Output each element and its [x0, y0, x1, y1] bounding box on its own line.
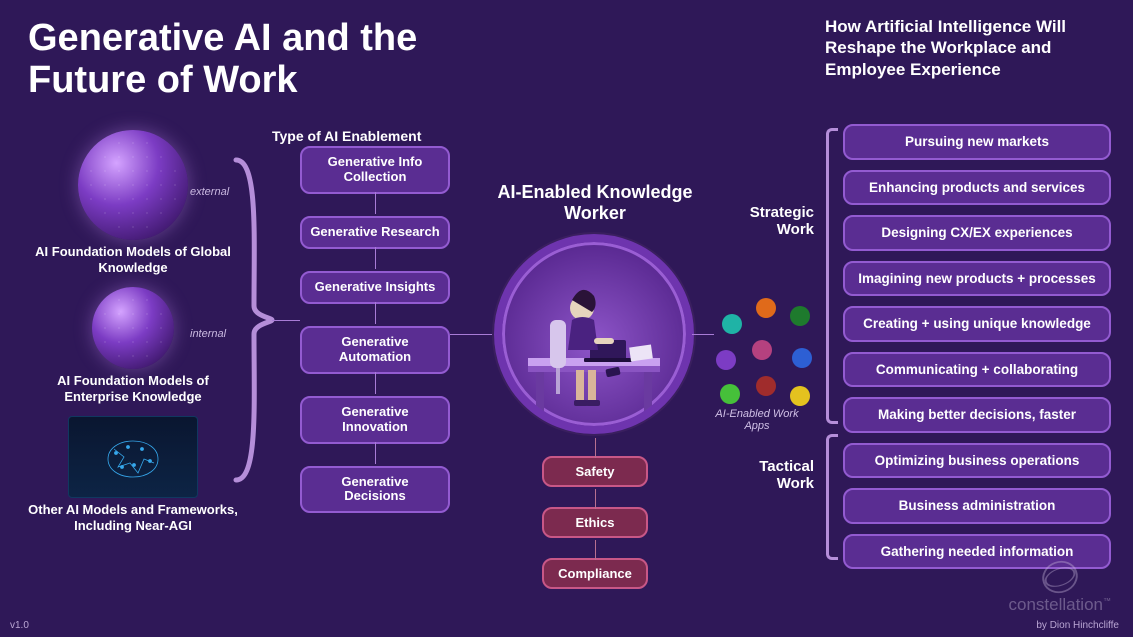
logo-text: constellation — [1008, 595, 1103, 614]
outcome-pill: Optimizing business operations — [843, 443, 1111, 479]
outcomes-column: Pursuing new markets Enhancing products a… — [843, 124, 1111, 579]
internal-label: internal — [190, 328, 226, 340]
connector-line — [450, 334, 498, 335]
enablement-pill: Generative Innovation — [300, 396, 450, 444]
app-dot-icon — [756, 298, 776, 318]
tactical-bracket-icon — [826, 434, 838, 560]
source-caption: Other AI Models and Frameworks, Includin… — [28, 502, 238, 533]
credit-label: by Dion Hinchcliffe — [1036, 620, 1119, 631]
knowledge-worker-title: AI-Enabled Knowledge Worker — [470, 182, 720, 223]
connector-line — [272, 320, 300, 321]
globe-sphere-icon — [78, 130, 188, 240]
holo-brain-icon — [68, 416, 198, 498]
source-caption: AI Foundation Models of Global Knowledge — [28, 244, 238, 275]
app-dot-icon — [790, 306, 810, 326]
page-subtitle: How Artificial Intelligence Will Reshape… — [825, 16, 1105, 80]
constellation-logo: constellation™ — [1008, 561, 1111, 615]
source-enterprise: AI Foundation Models of Enterprise Knowl… — [28, 287, 238, 404]
external-label: external — [190, 186, 229, 198]
strategic-bracket-icon — [826, 128, 838, 424]
enablement-pill: Generative Research — [300, 216, 450, 249]
app-dot-icon — [720, 384, 740, 404]
tactical-label: Tactical Work — [734, 458, 814, 492]
outcome-pill: Designing CX/EX experiences — [843, 215, 1111, 251]
enablement-pill: Generative Info Collection — [300, 146, 450, 194]
governance-pill: Ethics — [542, 507, 648, 538]
outcome-pill: Enhancing products and services — [843, 170, 1111, 206]
sources-brace-icon — [232, 156, 276, 484]
source-global: AI Foundation Models of Global Knowledge — [28, 130, 238, 275]
crystal-sphere-icon — [92, 287, 174, 369]
outcome-pill: Creating + using unique knowledge — [843, 306, 1111, 342]
strategic-label: Strategic Work — [734, 204, 814, 238]
page-title: Generative AI and the Future of Work — [28, 18, 508, 102]
version-label: v1.0 — [10, 620, 29, 631]
enablement-pill: Generative Insights — [300, 271, 450, 304]
governance-column: Safety Ethics Compliance — [542, 456, 648, 609]
enablement-column: Generative Info Collection Generative Res… — [300, 124, 450, 513]
app-dot-icon — [792, 348, 812, 368]
app-dot-icon — [722, 314, 742, 334]
outcome-pill: Communicating + collaborating — [843, 352, 1111, 388]
enablement-pill: Generative Decisions — [300, 466, 450, 514]
outcome-pill: Imagining new products + processes — [843, 261, 1111, 297]
enablement-pill: Generative Automation — [300, 326, 450, 374]
governance-pill: Compliance — [542, 558, 648, 589]
governance-pill: Safety — [542, 456, 648, 487]
knowledge-worker-illustration — [494, 234, 694, 434]
work-apps-cluster — [708, 296, 818, 416]
app-dot-icon — [756, 376, 776, 396]
app-dot-icon — [790, 386, 810, 406]
source-other: Other AI Models and Frameworks, Includin… — [28, 416, 238, 533]
outcome-pill: Business administration — [843, 488, 1111, 524]
outcome-pill: Making better decisions, faster — [843, 397, 1111, 433]
app-dot-icon — [716, 350, 736, 370]
outcome-pill: Pursuing new markets — [843, 124, 1111, 160]
source-caption: AI Foundation Models of Enterprise Knowl… — [28, 373, 238, 404]
logo-ring-icon — [1042, 563, 1078, 590]
work-apps-label: AI-Enabled Work Apps — [712, 408, 802, 432]
app-dot-icon — [752, 340, 772, 360]
